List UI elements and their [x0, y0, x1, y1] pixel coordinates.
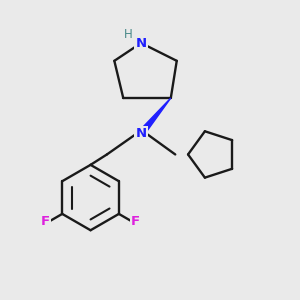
Polygon shape: [139, 98, 171, 136]
Text: N: N: [136, 127, 147, 140]
Text: F: F: [41, 215, 50, 228]
Text: N: N: [136, 37, 147, 50]
Text: F: F: [131, 215, 140, 228]
Text: H: H: [124, 28, 133, 40]
